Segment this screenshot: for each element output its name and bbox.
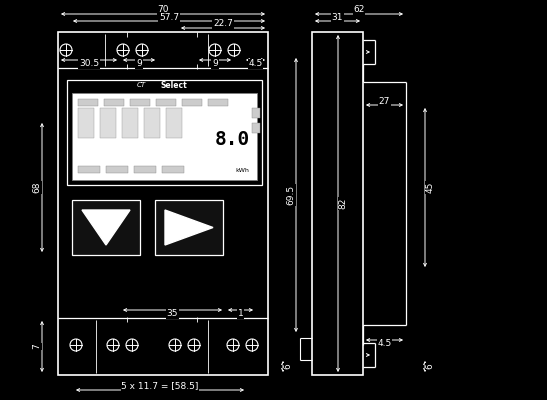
Bar [106, 166, 128, 173]
Text: 45: 45 [426, 182, 434, 193]
Bar [78, 108, 94, 138]
Text: 82: 82 [339, 198, 347, 209]
Bar [58, 32, 268, 375]
Bar [144, 108, 160, 138]
Text: 1: 1 [237, 310, 243, 318]
Bar [155, 200, 223, 255]
Text: 4.5: 4.5 [248, 60, 263, 68]
Bar [182, 99, 202, 106]
Text: 62: 62 [353, 6, 365, 14]
Text: 35: 35 [167, 310, 178, 318]
Bar [252, 108, 260, 118]
Text: 7: 7 [32, 344, 42, 349]
Text: 6: 6 [426, 364, 434, 369]
Text: 70: 70 [157, 6, 169, 14]
Text: 9: 9 [212, 60, 218, 68]
Bar [312, 32, 363, 375]
Bar [72, 200, 140, 255]
Bar [162, 166, 184, 173]
Text: 68: 68 [32, 182, 42, 193]
Bar [208, 99, 228, 106]
Text: 27: 27 [379, 96, 390, 106]
Bar [252, 123, 260, 133]
Bar [78, 99, 98, 106]
Bar [104, 99, 124, 106]
Bar [156, 99, 176, 106]
Bar [130, 99, 150, 106]
Polygon shape [82, 210, 130, 245]
Text: 31: 31 [331, 12, 344, 22]
Text: 8.0: 8.0 [214, 130, 249, 149]
Bar [72, 93, 257, 180]
Text: 5 x 11.7 = [58.5]: 5 x 11.7 = [58.5] [121, 382, 199, 390]
Polygon shape [165, 210, 213, 245]
Text: 69.5: 69.5 [287, 185, 295, 205]
Text: 6: 6 [283, 364, 293, 369]
Bar [100, 108, 116, 138]
Text: CT: CT [137, 82, 146, 88]
Bar [134, 166, 156, 173]
Bar [122, 108, 138, 138]
Bar [67, 80, 262, 185]
Text: 57.7: 57.7 [159, 12, 179, 22]
Text: Select: Select [161, 80, 188, 90]
Text: 22.7: 22.7 [213, 20, 233, 28]
Text: kWh: kWh [235, 168, 249, 173]
Text: 4.5: 4.5 [377, 340, 392, 348]
Bar [166, 108, 182, 138]
Bar [78, 166, 100, 173]
Text: 30.5: 30.5 [79, 60, 99, 68]
Text: 9: 9 [136, 60, 142, 68]
